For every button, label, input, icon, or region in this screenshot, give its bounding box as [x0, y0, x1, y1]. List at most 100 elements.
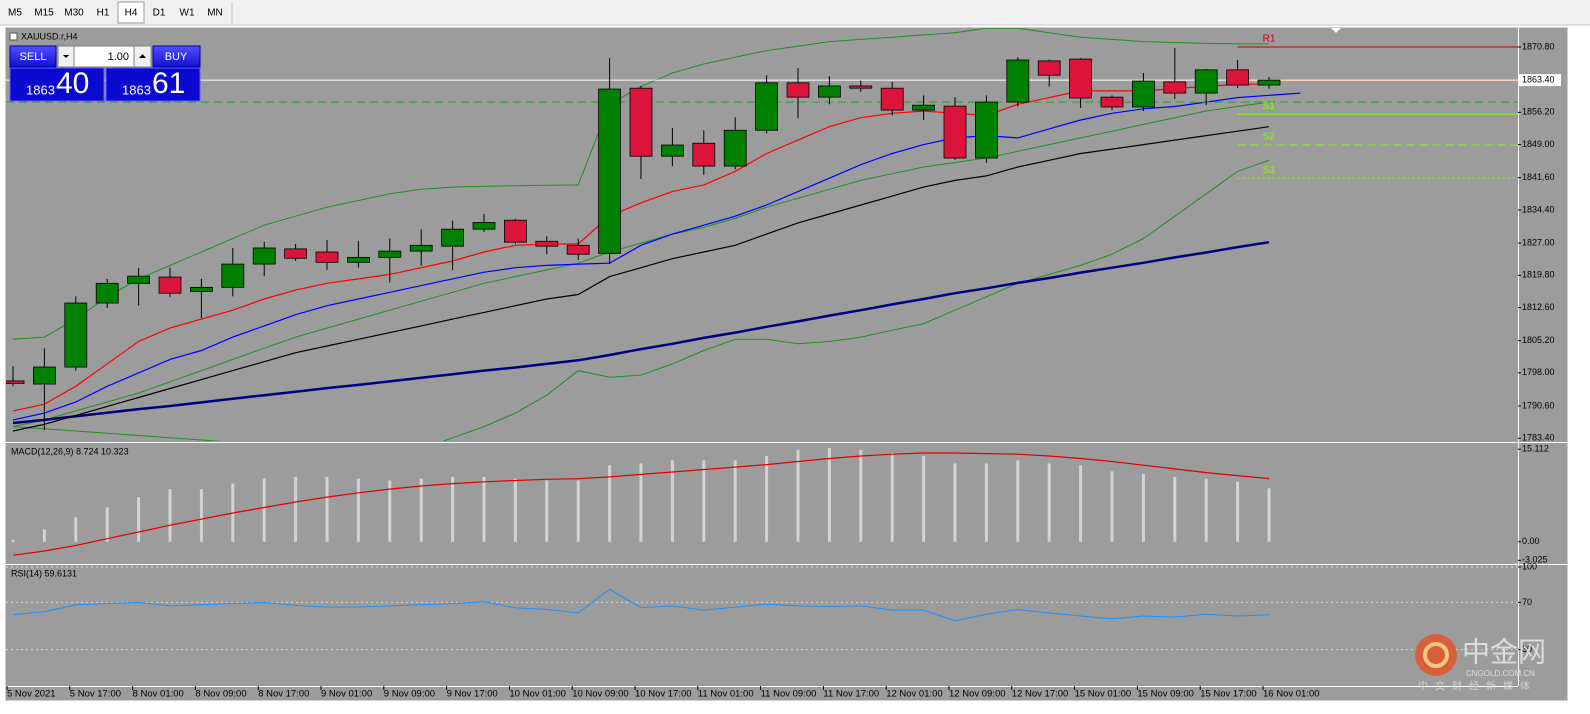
- indicator-line: [12, 240, 1270, 425]
- buy-price-box[interactable]: [105, 67, 201, 102]
- timeframe-button[interactable]: [146, 2, 172, 23]
- macd-bar: [1110, 471, 1114, 542]
- watermark-name: 中金网: [1462, 636, 1546, 667]
- x-tick-label: 5 Nov 2021: [7, 689, 56, 700]
- candle-body: [1069, 58, 1092, 99]
- candle-body: [378, 250, 402, 258]
- candle-body: [566, 244, 590, 255]
- timeframe-button[interactable]: [30, 2, 58, 23]
- macd-bar: [1267, 488, 1271, 542]
- indicator-line: [12, 83, 1269, 412]
- x-tick-label: 11 Nov 17:00: [823, 689, 879, 700]
- timeframe-label[interactable]: M30: [64, 8, 84, 19]
- watermark-site: CNGOLD.COM.CN: [1466, 669, 1535, 678]
- timeframe-button[interactable]: [2, 2, 28, 23]
- y-tick-label: 1819.80: [1522, 270, 1555, 280]
- x-tick-label: 5 Nov 17:00: [70, 689, 121, 700]
- buy-text[interactable]: BUY: [165, 51, 188, 63]
- macd-bar: [702, 460, 706, 542]
- timeframe-button[interactable]: [117, 1, 145, 24]
- toolbar: [0, 0, 1590, 25]
- time-axis: 5 Nov 2021 5 Nov 17:00 8 Nov 01:00 8 Nov 09…: [6, 686, 1320, 700]
- signal-line: [12, 452, 1270, 556]
- candle-body: [189, 286, 213, 292]
- macd-bar: [1079, 465, 1083, 542]
- x-tick-label: 9 Nov 17:00: [447, 689, 498, 700]
- candle-body: [64, 302, 88, 368]
- macd-bar: [890, 452, 894, 542]
- macd-bar: [765, 456, 769, 542]
- x-tick-label: 8 Nov 01:00: [133, 689, 184, 700]
- macd-bar: [325, 476, 329, 542]
- macd-panel: 15.112 0.00 -3.025 MACD(12,26,9) 8.724 10.3…: [11, 444, 1549, 565]
- candle-body: [1226, 69, 1249, 86]
- macd-bar: [639, 463, 643, 542]
- x-tick-label: 15 Nov 17:00: [1200, 689, 1257, 700]
- y-tick-label: 1834.40: [1522, 204, 1555, 214]
- buy-price-pips: 61: [152, 67, 185, 100]
- candle-body: [912, 104, 935, 111]
- macd-bar: [984, 463, 988, 542]
- candle-body: [723, 129, 747, 167]
- macd-bar: [1047, 463, 1051, 542]
- timeframe-label[interactable]: W1: [180, 8, 195, 19]
- candle-body: [6, 380, 25, 385]
- timeframe-label[interactable]: MN: [207, 8, 223, 19]
- price-panel: 1870.80 1856.20 1849.00 1841.60 1834.40 1827.…: [6, 28, 1561, 443]
- sell-button[interactable]: [9, 45, 57, 68]
- candle-body: [1006, 59, 1030, 103]
- macd-bar: [199, 489, 203, 542]
- timeframe-label[interactable]: M5: [8, 8, 22, 19]
- candle-body: [284, 248, 308, 259]
- candle-body: [1100, 96, 1124, 108]
- macd-bar: [1141, 473, 1145, 542]
- macd-bar: [733, 460, 737, 542]
- candle-body: [409, 244, 433, 252]
- candle-body: [880, 87, 904, 111]
- timeframe-label[interactable]: H1: [97, 8, 110, 19]
- y-tick-label: 1798.00: [1522, 367, 1555, 377]
- y-tick-label: 0.00: [1522, 536, 1540, 546]
- timeframe-button[interactable]: [90, 2, 116, 23]
- candle-body: [1257, 79, 1281, 86]
- candle-body: [943, 105, 967, 159]
- timeframe-button[interactable]: [60, 2, 88, 23]
- buy-button[interactable]: [152, 45, 201, 68]
- sell-price-pips: 40: [56, 67, 89, 100]
- y-tick-label: 1812.60: [1522, 302, 1555, 312]
- watermark-logo-ring: [1423, 642, 1449, 668]
- x-tick-label: 15 Nov 01:00: [1075, 689, 1132, 700]
- x-tick-label: 15 Nov 09:00: [1137, 689, 1194, 700]
- timeframe-button[interactable]: [202, 2, 228, 23]
- chart-area: [4, 26, 1569, 702]
- last-price-box: [1519, 74, 1561, 87]
- pivot-label: S1: [1263, 101, 1276, 112]
- x-tick-label: 12 Nov 17:00: [1012, 689, 1069, 700]
- candle-body: [786, 82, 810, 98]
- candle-body: [127, 275, 150, 284]
- symbol-label: XAUUSD.r,H4: [9, 31, 78, 41]
- x-tick-label: 16 Nov 01:00: [1263, 689, 1320, 700]
- panel-title: RSI(14) 59.6131: [11, 568, 77, 578]
- candle-body: [598, 88, 621, 254]
- candle-body: [346, 256, 370, 263]
- sell-text[interactable]: SELL: [20, 51, 47, 63]
- dropdown-arrow: [63, 55, 69, 58]
- timeframe-label[interactable]: H4: [125, 8, 138, 19]
- macd-bar: [953, 463, 957, 542]
- macd-bar: [388, 480, 392, 542]
- candle-body: [818, 85, 841, 98]
- y-tick-label: 15.112: [1522, 444, 1549, 454]
- x-tick-label: 10 Nov 01:00: [509, 689, 566, 700]
- candle-body: [1132, 80, 1155, 108]
- sell-price-box[interactable]: [9, 67, 105, 102]
- x-tick-label: 12 Nov 01:00: [886, 689, 943, 700]
- y-tick-label: 1841.60: [1522, 172, 1555, 182]
- macd-bar: [105, 507, 109, 542]
- candle-body: [755, 82, 778, 131]
- timeframe-label[interactable]: D1: [153, 8, 166, 19]
- timeframe-label[interactable]: M15: [34, 8, 54, 19]
- timeframe-button[interactable]: [174, 2, 200, 23]
- buy-price-big: 1863: [122, 82, 151, 97]
